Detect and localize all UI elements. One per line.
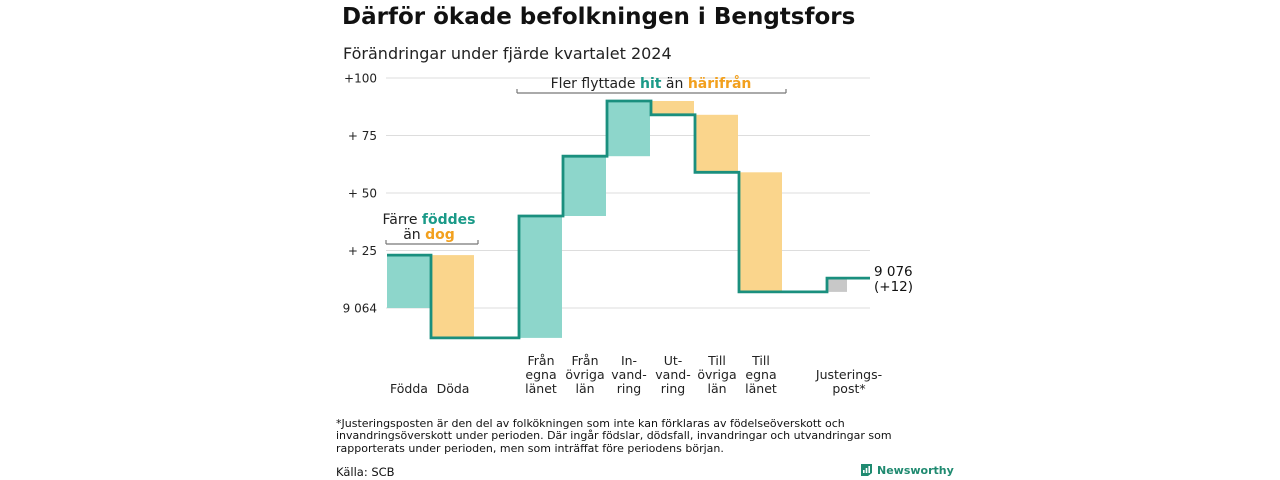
category-label-line: egna: [525, 367, 556, 382]
annotation-text: Färre: [383, 212, 422, 228]
annotation-text: Fler flyttade: [551, 76, 640, 92]
end-change-label: (+12): [874, 279, 913, 295]
category-label-line: vand-: [611, 367, 646, 382]
annotation-highlight-dog: dog: [425, 227, 455, 243]
waterfall-bar: [739, 172, 782, 292]
category-label: Födda: [390, 381, 428, 396]
category-label-line: Från: [527, 353, 554, 368]
category-label-line: Till: [707, 353, 726, 368]
waterfall-bar: [607, 101, 650, 157]
annotation-births-line1: Färre föddes: [383, 212, 476, 228]
chart-subtitle: Förändringar under fjärde kvartalet 2024: [343, 44, 672, 63]
category-label-line: länet: [745, 381, 777, 396]
annotation-highlight-fodda: föddes: [422, 212, 476, 228]
category-label-line: ring: [617, 381, 641, 396]
category-label-line: ring: [661, 381, 685, 396]
newsworthy-logo-icon: [861, 464, 872, 476]
category-label-line: län: [707, 381, 726, 396]
waterfall-bar: [827, 278, 847, 292]
category-label-line: Justerings-: [815, 367, 882, 382]
category-label-line: Ut-: [664, 353, 683, 368]
waterfall-bar: [563, 156, 606, 216]
waterfall-bar: [695, 114, 738, 173]
category-label-line: övriga: [697, 367, 736, 382]
annotation-highlight-harifran: härifrån: [688, 75, 752, 92]
category-label-line: Till: [751, 353, 770, 368]
y-tick-label: 9 064: [343, 302, 377, 316]
waterfall-bar: [651, 101, 694, 115]
annotation-births-line2: än dog: [403, 227, 455, 243]
category-label-line: egna: [745, 367, 776, 382]
category-label-line: länet: [525, 381, 557, 396]
source-label: Källa: SCB: [336, 465, 395, 479]
y-tick-label: + 50: [348, 187, 377, 201]
annotation-text: än: [403, 227, 425, 243]
cumulative-step-line: [387, 99, 870, 340]
category-label: Döda: [437, 381, 470, 396]
category-label-line: Från: [571, 353, 598, 368]
y-tick-label: + 25: [348, 244, 377, 258]
brand-logo: Newsworthy: [860, 463, 954, 477]
y-tick-label: + 75: [348, 129, 377, 143]
end-value-label: 9 076: [874, 264, 913, 280]
waterfall-chart: 9 064 + 25 + 50 + 75 +100 9 076(+12) Födda Döda…: [343, 72, 913, 397]
waterfall-bar: [519, 216, 562, 338]
y-tick-label: +100: [344, 72, 377, 86]
category-label-line: övriga: [565, 367, 604, 382]
chart-title: Därför ökade befolkningen i Bengtsfors: [342, 4, 856, 30]
footnote: *Justeringsposten är den del av folkökni…: [336, 417, 892, 455]
waterfall-bar: [431, 255, 474, 338]
annotation-migration: Fler flyttade hit än härifrån: [551, 75, 752, 92]
waterfall-bar: [387, 255, 430, 308]
category-label-line: post*: [832, 381, 865, 396]
category-label-line: vand-: [655, 367, 690, 382]
category-label-line: In-: [621, 353, 637, 368]
category-label-line: län: [575, 381, 594, 396]
brand-name: Newsworthy: [877, 463, 954, 477]
annotation-text: än: [661, 76, 687, 92]
annotation-highlight-hit: hit: [640, 76, 662, 92]
